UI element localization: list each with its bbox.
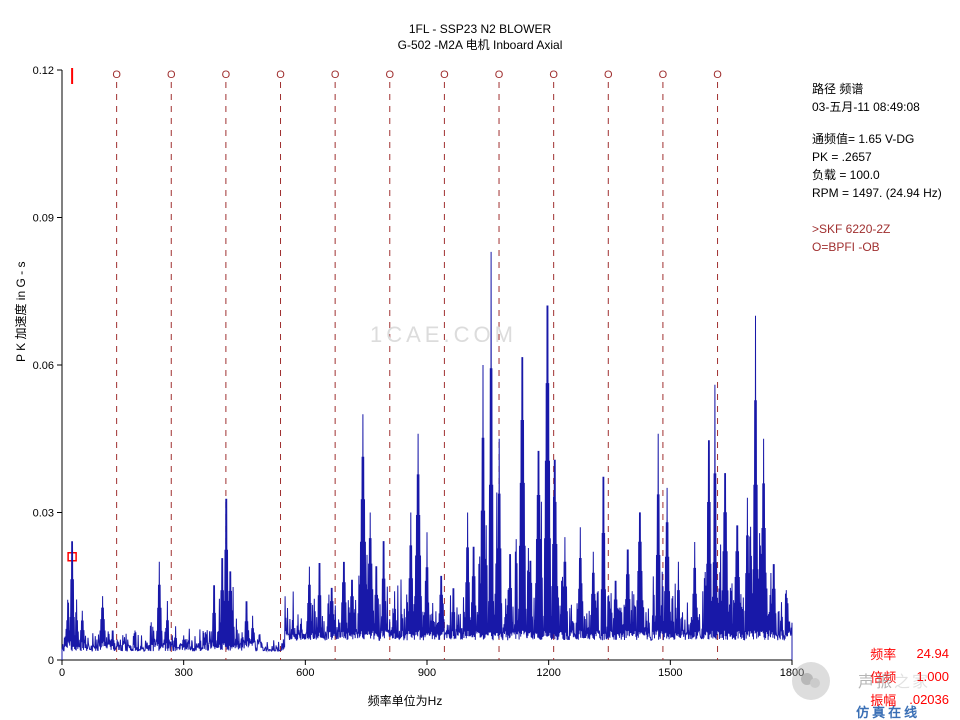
info-pk: PK = .2657 [812, 148, 952, 166]
svg-text:300: 300 [174, 667, 192, 679]
svg-text:900: 900 [418, 667, 436, 679]
info-date: 03-五月-11 08:49:08 [812, 98, 952, 116]
svg-text:O: O [112, 69, 121, 81]
svg-text:O: O [222, 69, 231, 81]
info-header: 路径 频谱 [812, 80, 952, 98]
svg-text:O: O [495, 69, 504, 81]
svg-text:O: O [385, 69, 394, 81]
svg-text:0.12: 0.12 [33, 65, 54, 77]
footer: 仿真在线 www.1CAE.com [856, 702, 950, 720]
readout-freq-value: 24.94 [908, 643, 950, 664]
svg-text:O: O [167, 69, 176, 81]
svg-text:0.09: 0.09 [33, 213, 54, 225]
svg-text:600: 600 [296, 667, 314, 679]
plot-area: 00.030.060.090.120300600900120015001800O… [0, 22, 810, 720]
svg-text:1200: 1200 [536, 667, 560, 679]
info-load: 负载 = 100.0 [812, 166, 952, 184]
svg-text:O: O [440, 69, 449, 81]
x-axis-label: 频率单位为Hz [0, 692, 810, 709]
svg-text:O: O [713, 69, 722, 81]
wechat-icon [792, 662, 830, 700]
svg-text:O: O [331, 69, 340, 81]
wechat-text: 声振之家 [858, 668, 930, 692]
svg-text:O: O [604, 69, 613, 81]
info-overall: 通频值= 1.65 V-DG [812, 130, 952, 148]
svg-text:0.03: 0.03 [33, 508, 54, 520]
svg-text:O: O [276, 69, 285, 81]
info-rpm: RPM = 1497. (24.94 Hz) [812, 184, 952, 202]
info-panel: 路径 频谱 03-五月-11 08:49:08 通频值= 1.65 V-DG P… [812, 80, 952, 256]
footer-cn: 仿真在线 [856, 705, 920, 720]
fault-freq-1: >SKF 6220-2Z [812, 220, 952, 238]
readout-freq-label: 频率 [869, 643, 906, 664]
svg-text:0: 0 [48, 655, 54, 667]
svg-text:1500: 1500 [658, 667, 682, 679]
svg-text:0: 0 [59, 667, 65, 679]
svg-text:O: O [549, 69, 558, 81]
svg-text:O: O [659, 69, 668, 81]
spectrum-svg: 00.030.060.090.120300600900120015001800O… [0, 22, 810, 720]
fault-freq-2: O=BPFI -OB [812, 238, 952, 256]
svg-text:0.06: 0.06 [33, 360, 54, 372]
